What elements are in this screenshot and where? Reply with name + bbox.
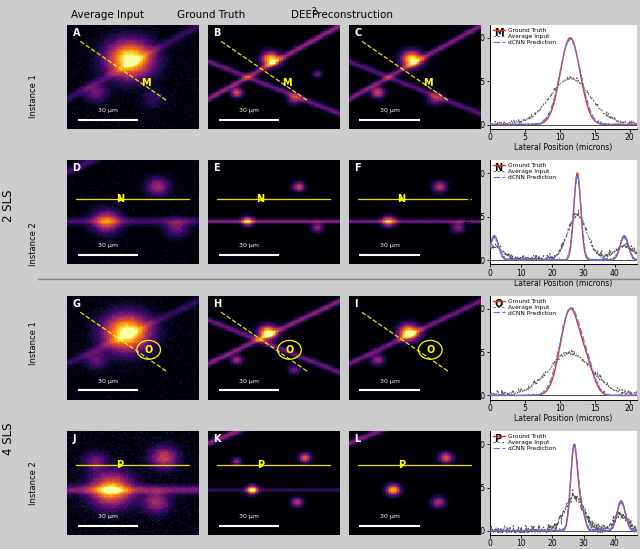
Text: P: P: [398, 461, 405, 470]
Legend: Ground Truth, Average Input, dCNN Prediction: Ground Truth, Average Input, dCNN Predic…: [493, 27, 556, 44]
Text: 30 μm: 30 μm: [380, 243, 399, 248]
Legend: Ground Truth, Average Input, dCNN Prediction: Ground Truth, Average Input, dCNN Predic…: [493, 434, 556, 451]
Text: Instance 2: Instance 2: [29, 222, 38, 266]
Y-axis label: Intensity: Intensity: [463, 331, 472, 365]
Text: P: P: [494, 434, 501, 444]
Text: O: O: [494, 299, 502, 309]
Text: F: F: [354, 163, 361, 173]
Text: C: C: [354, 28, 362, 38]
Text: Instance 2: Instance 2: [29, 461, 38, 505]
Text: M: M: [141, 78, 151, 88]
Text: 30 μm: 30 μm: [98, 243, 118, 248]
Text: 30 μm: 30 μm: [239, 108, 259, 113]
Y-axis label: Intensity: Intensity: [463, 195, 472, 229]
Text: H: H: [213, 299, 221, 309]
Text: 30 μm: 30 μm: [98, 108, 118, 113]
Text: P: P: [116, 461, 124, 470]
Text: O: O: [145, 345, 153, 355]
X-axis label: Lateral Position (microns): Lateral Position (microns): [514, 279, 612, 288]
Y-axis label: Intensity: Intensity: [463, 60, 472, 94]
Text: N: N: [494, 163, 502, 173]
Legend: Ground Truth, Average Input, dCNN Prediction: Ground Truth, Average Input, dCNN Predic…: [493, 299, 556, 316]
Text: 4 SLS: 4 SLS: [2, 423, 15, 456]
Text: Instance 1: Instance 1: [29, 321, 38, 365]
Text: A: A: [72, 28, 80, 38]
Text: reconstruction: reconstruction: [314, 10, 392, 20]
Text: E: E: [213, 163, 220, 173]
Text: D: D: [72, 163, 81, 173]
Text: L: L: [354, 434, 360, 444]
Text: P: P: [257, 461, 264, 470]
X-axis label: Lateral Position (microns): Lateral Position (microns): [514, 414, 612, 423]
Text: Instance 1: Instance 1: [29, 74, 38, 118]
Text: I: I: [354, 299, 358, 309]
Text: 30 μm: 30 μm: [239, 379, 259, 384]
Text: N: N: [116, 194, 124, 204]
Text: 30 μm: 30 μm: [239, 514, 259, 519]
Text: G: G: [72, 299, 81, 309]
Y-axis label: Intensity: Intensity: [463, 466, 472, 500]
Text: 2: 2: [311, 8, 316, 16]
Text: N: N: [397, 194, 406, 204]
Text: 30 μm: 30 μm: [98, 514, 118, 519]
Text: 30 μm: 30 μm: [98, 379, 118, 384]
Text: 2 SLS: 2 SLS: [2, 189, 15, 222]
Text: 30 μm: 30 μm: [380, 108, 399, 113]
X-axis label: Lateral Position (microns): Lateral Position (microns): [514, 143, 612, 153]
Text: O: O: [285, 345, 294, 355]
Text: Ground Truth: Ground Truth: [177, 10, 245, 20]
Text: B: B: [213, 28, 221, 38]
Text: N: N: [257, 194, 264, 204]
Text: M: M: [423, 78, 433, 88]
Text: 30 μm: 30 μm: [239, 243, 259, 248]
Text: M: M: [282, 78, 292, 88]
Text: K: K: [213, 434, 221, 444]
Text: 30 μm: 30 μm: [380, 379, 399, 384]
Text: O: O: [426, 345, 435, 355]
Legend: Ground Truth, Average Input, dCNN Prediction: Ground Truth, Average Input, dCNN Predic…: [493, 163, 556, 180]
Text: Average Input: Average Input: [71, 10, 144, 20]
Text: 30 μm: 30 μm: [380, 514, 399, 519]
Text: DEEP: DEEP: [291, 10, 319, 20]
Text: M: M: [494, 28, 504, 38]
Text: J: J: [72, 434, 76, 444]
